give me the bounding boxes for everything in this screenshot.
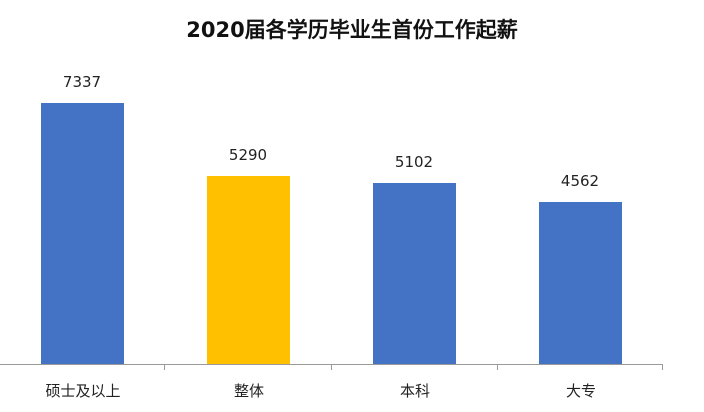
category-label: 大专 <box>565 382 596 400</box>
bar-overall <box>206 176 290 364</box>
data-label: 5102 <box>394 153 434 171</box>
x-axis-tick <box>164 364 165 370</box>
bar-bachelor <box>372 183 456 364</box>
data-label: 7337 <box>62 73 102 91</box>
x-axis-tick <box>497 364 498 370</box>
category-label: 硕士及以上 <box>45 382 121 400</box>
category-label: 本科 <box>399 382 430 400</box>
bar-masters <box>40 103 124 364</box>
bar-associate <box>538 202 622 364</box>
x-axis-tick <box>662 364 663 370</box>
data-label: 5290 <box>228 146 268 164</box>
chart-title: 2020届各学历毕业生首份工作起薪 <box>186 18 518 42</box>
data-label: 4562 <box>560 172 600 190</box>
category-label: 整体 <box>233 382 264 400</box>
x-axis-tick <box>331 364 332 370</box>
